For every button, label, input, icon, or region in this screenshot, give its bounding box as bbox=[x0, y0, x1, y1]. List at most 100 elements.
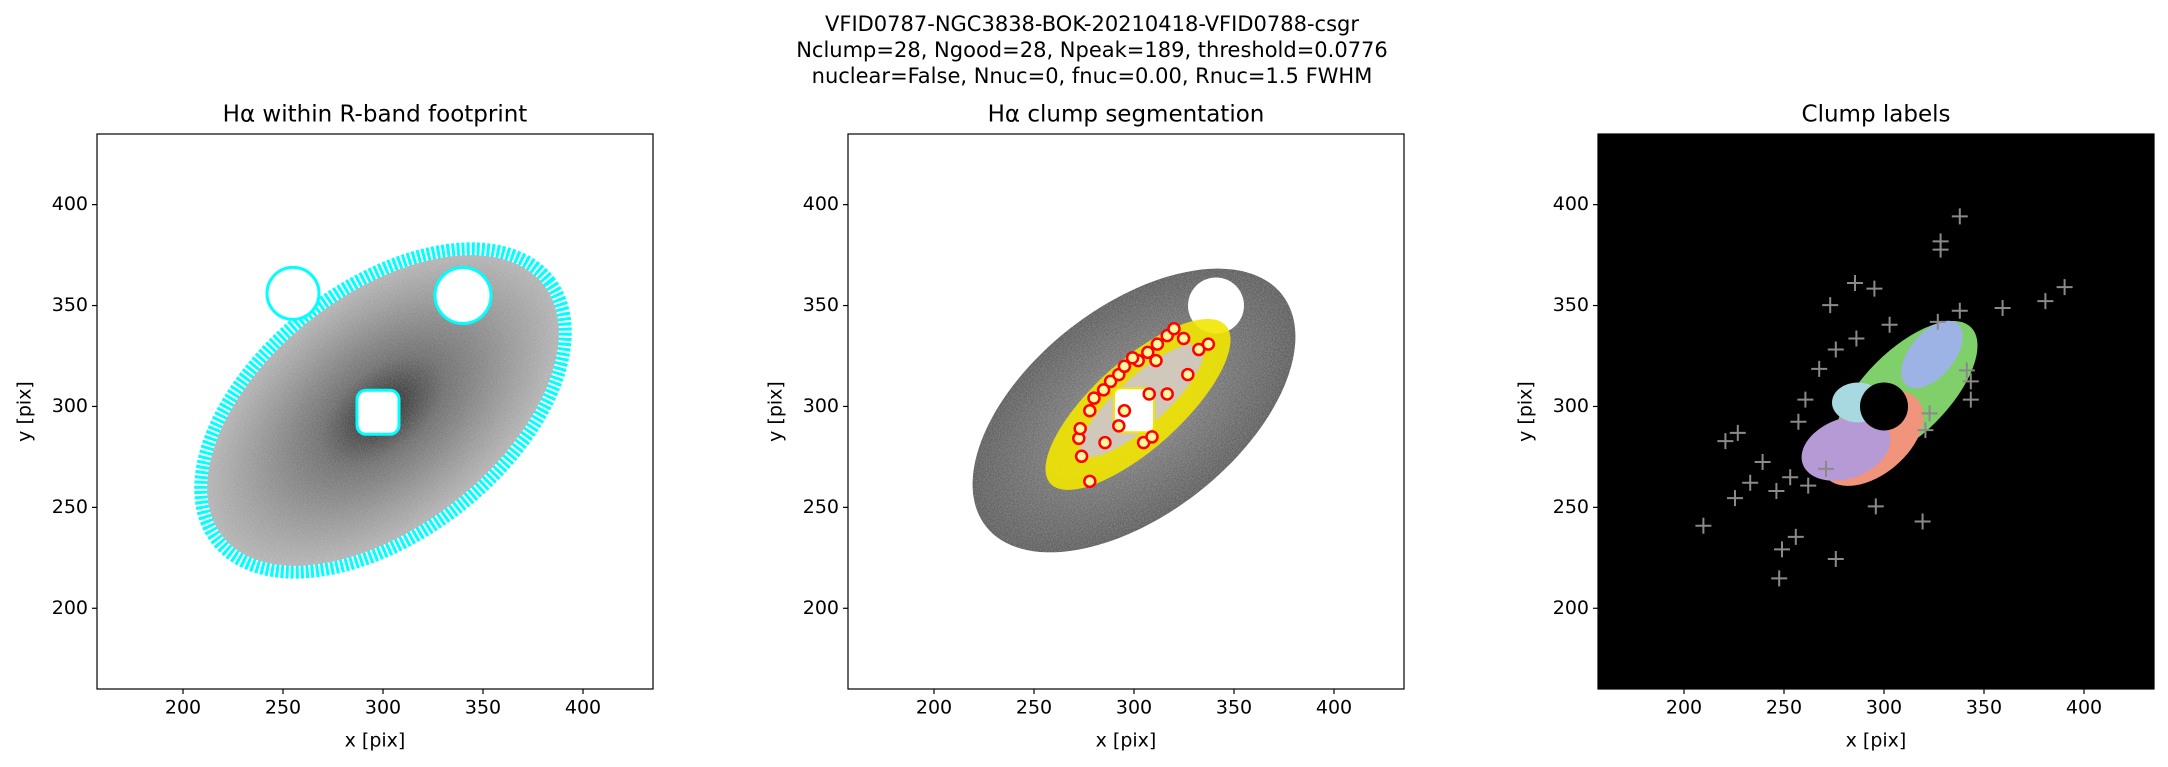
star-mask bbox=[433, 265, 493, 325]
clump-marker bbox=[1914, 513, 1931, 530]
x-tick-label: 200 bbox=[165, 697, 201, 719]
clump-marker bbox=[1117, 403, 1132, 418]
clump-marker bbox=[1787, 528, 1804, 545]
y-axis-label: y [pix] bbox=[1515, 381, 1537, 442]
y-tick-label: 350 bbox=[1553, 294, 1589, 316]
clump-marker bbox=[1181, 367, 1195, 382]
clump-marker bbox=[1797, 391, 1814, 408]
y-tick-label: 300 bbox=[803, 395, 839, 417]
clump-marker bbox=[1150, 337, 1165, 351]
plot-area bbox=[1598, 134, 2154, 689]
y-tick-label: 300 bbox=[1553, 395, 1589, 417]
x-tick-label: 350 bbox=[1966, 697, 2002, 719]
y-tick-label: 250 bbox=[52, 496, 88, 518]
nucleus-mask bbox=[355, 388, 401, 436]
clump-marker bbox=[1827, 341, 1844, 358]
y-tick-label: 400 bbox=[1553, 193, 1589, 215]
clump-marker bbox=[1867, 498, 1884, 515]
clump-marker bbox=[2056, 279, 2073, 296]
clump-marker bbox=[1192, 342, 1206, 357]
clump-marker bbox=[1929, 313, 1946, 330]
clump-marker bbox=[1771, 570, 1788, 587]
clump-marker bbox=[1921, 405, 1938, 422]
clump-marker bbox=[1742, 474, 1759, 491]
nucleus-mask bbox=[1860, 382, 1908, 431]
plot-area bbox=[848, 134, 1404, 689]
suptitle: VFID0787-NGC3838-BOK-20210418-VFID0788-c… bbox=[825, 12, 1359, 36]
y-tick-label: 250 bbox=[803, 496, 839, 518]
nucleus-mask bbox=[1113, 387, 1155, 434]
clump-marker bbox=[1074, 449, 1089, 464]
clump-marker bbox=[1881, 316, 1898, 333]
x-axis-label: x [pix] bbox=[1846, 730, 1907, 752]
y-axis-label: y [pix] bbox=[14, 381, 36, 442]
axes-frame bbox=[96, 133, 654, 690]
clump-marker bbox=[1141, 345, 1155, 360]
clump-marker bbox=[1962, 373, 1979, 390]
clump-marker bbox=[1073, 421, 1087, 436]
y-tick-label: 200 bbox=[803, 597, 839, 619]
clump-marker bbox=[1160, 387, 1174, 401]
y-tick-label: 200 bbox=[1553, 597, 1589, 619]
clump-marker bbox=[1717, 433, 1734, 450]
clump-marker bbox=[1774, 541, 1790, 558]
clump-marker bbox=[1754, 453, 1771, 470]
clump-marker bbox=[1145, 430, 1159, 444]
x-tick-label: 250 bbox=[1016, 697, 1052, 719]
clump-marker bbox=[1117, 359, 1132, 374]
x-tick-label: 200 bbox=[916, 697, 952, 719]
axes-title: Hα within R-band footprint bbox=[223, 102, 528, 128]
y-tick-label: 200 bbox=[52, 597, 88, 619]
x-axis-label: x [pix] bbox=[1096, 730, 1157, 752]
clump-marker bbox=[1176, 331, 1191, 346]
clump-marker bbox=[1087, 391, 1101, 405]
label-blob bbox=[1801, 416, 1891, 481]
clump-marker bbox=[1951, 208, 1968, 225]
x-tick-label: 400 bbox=[2066, 697, 2102, 719]
mask-notch bbox=[265, 265, 321, 321]
clump-marker bbox=[1932, 241, 1949, 258]
clump-marker bbox=[1149, 353, 1163, 368]
y-tick-label: 350 bbox=[52, 294, 88, 316]
clump-marker bbox=[1729, 424, 1746, 441]
x-tick-label: 400 bbox=[565, 697, 601, 719]
x-tick-label: 400 bbox=[1316, 697, 1352, 719]
suptitle: nuclear=False, Nnuc=0, fnuc=0.00, Rnuc=1… bbox=[812, 64, 1373, 88]
clump-marker bbox=[1958, 362, 1975, 379]
clump-marker bbox=[1782, 469, 1799, 486]
x-tick-label: 200 bbox=[1666, 697, 1702, 719]
clump-marker bbox=[1768, 483, 1785, 500]
clump-marker bbox=[2037, 293, 2054, 310]
clump-marker bbox=[1695, 517, 1712, 534]
x-axis-label: x [pix] bbox=[345, 730, 406, 752]
clump-marker bbox=[1096, 383, 1111, 397]
axes-title: Clump labels bbox=[1802, 102, 1951, 128]
clump-marker bbox=[1083, 403, 1097, 418]
clump-marker bbox=[1125, 351, 1140, 365]
suptitle: Nclump=28, Ngood=28, Npeak=189, threshol… bbox=[796, 38, 1388, 62]
axes-title: Hα clump segmentation bbox=[988, 102, 1265, 128]
x-tick-label: 250 bbox=[265, 697, 301, 719]
clump-marker bbox=[1994, 299, 2011, 316]
clump-marker bbox=[1866, 280, 1883, 297]
y-axis-label: y [pix] bbox=[765, 381, 787, 442]
clump-marker bbox=[1098, 435, 1112, 450]
y-tick-label: 400 bbox=[52, 193, 88, 215]
axes-frame bbox=[1597, 133, 2155, 690]
y-tick-label: 350 bbox=[803, 294, 839, 316]
clump-marker bbox=[1083, 474, 1097, 489]
clump-marker bbox=[1951, 302, 1968, 319]
x-tick-label: 350 bbox=[1216, 697, 1252, 719]
mask-notch bbox=[1020, 277, 1068, 326]
x-tick-label: 300 bbox=[365, 697, 401, 719]
y-tick-label: 400 bbox=[803, 193, 839, 215]
clump-marker bbox=[1827, 551, 1844, 568]
clump-marker bbox=[1112, 419, 1126, 433]
x-tick-label: 300 bbox=[1116, 697, 1152, 719]
clump-marker bbox=[1167, 322, 1181, 336]
clump-marker bbox=[1103, 374, 1118, 389]
clump-marker bbox=[1822, 297, 1839, 314]
clump-marker bbox=[1847, 274, 1863, 291]
